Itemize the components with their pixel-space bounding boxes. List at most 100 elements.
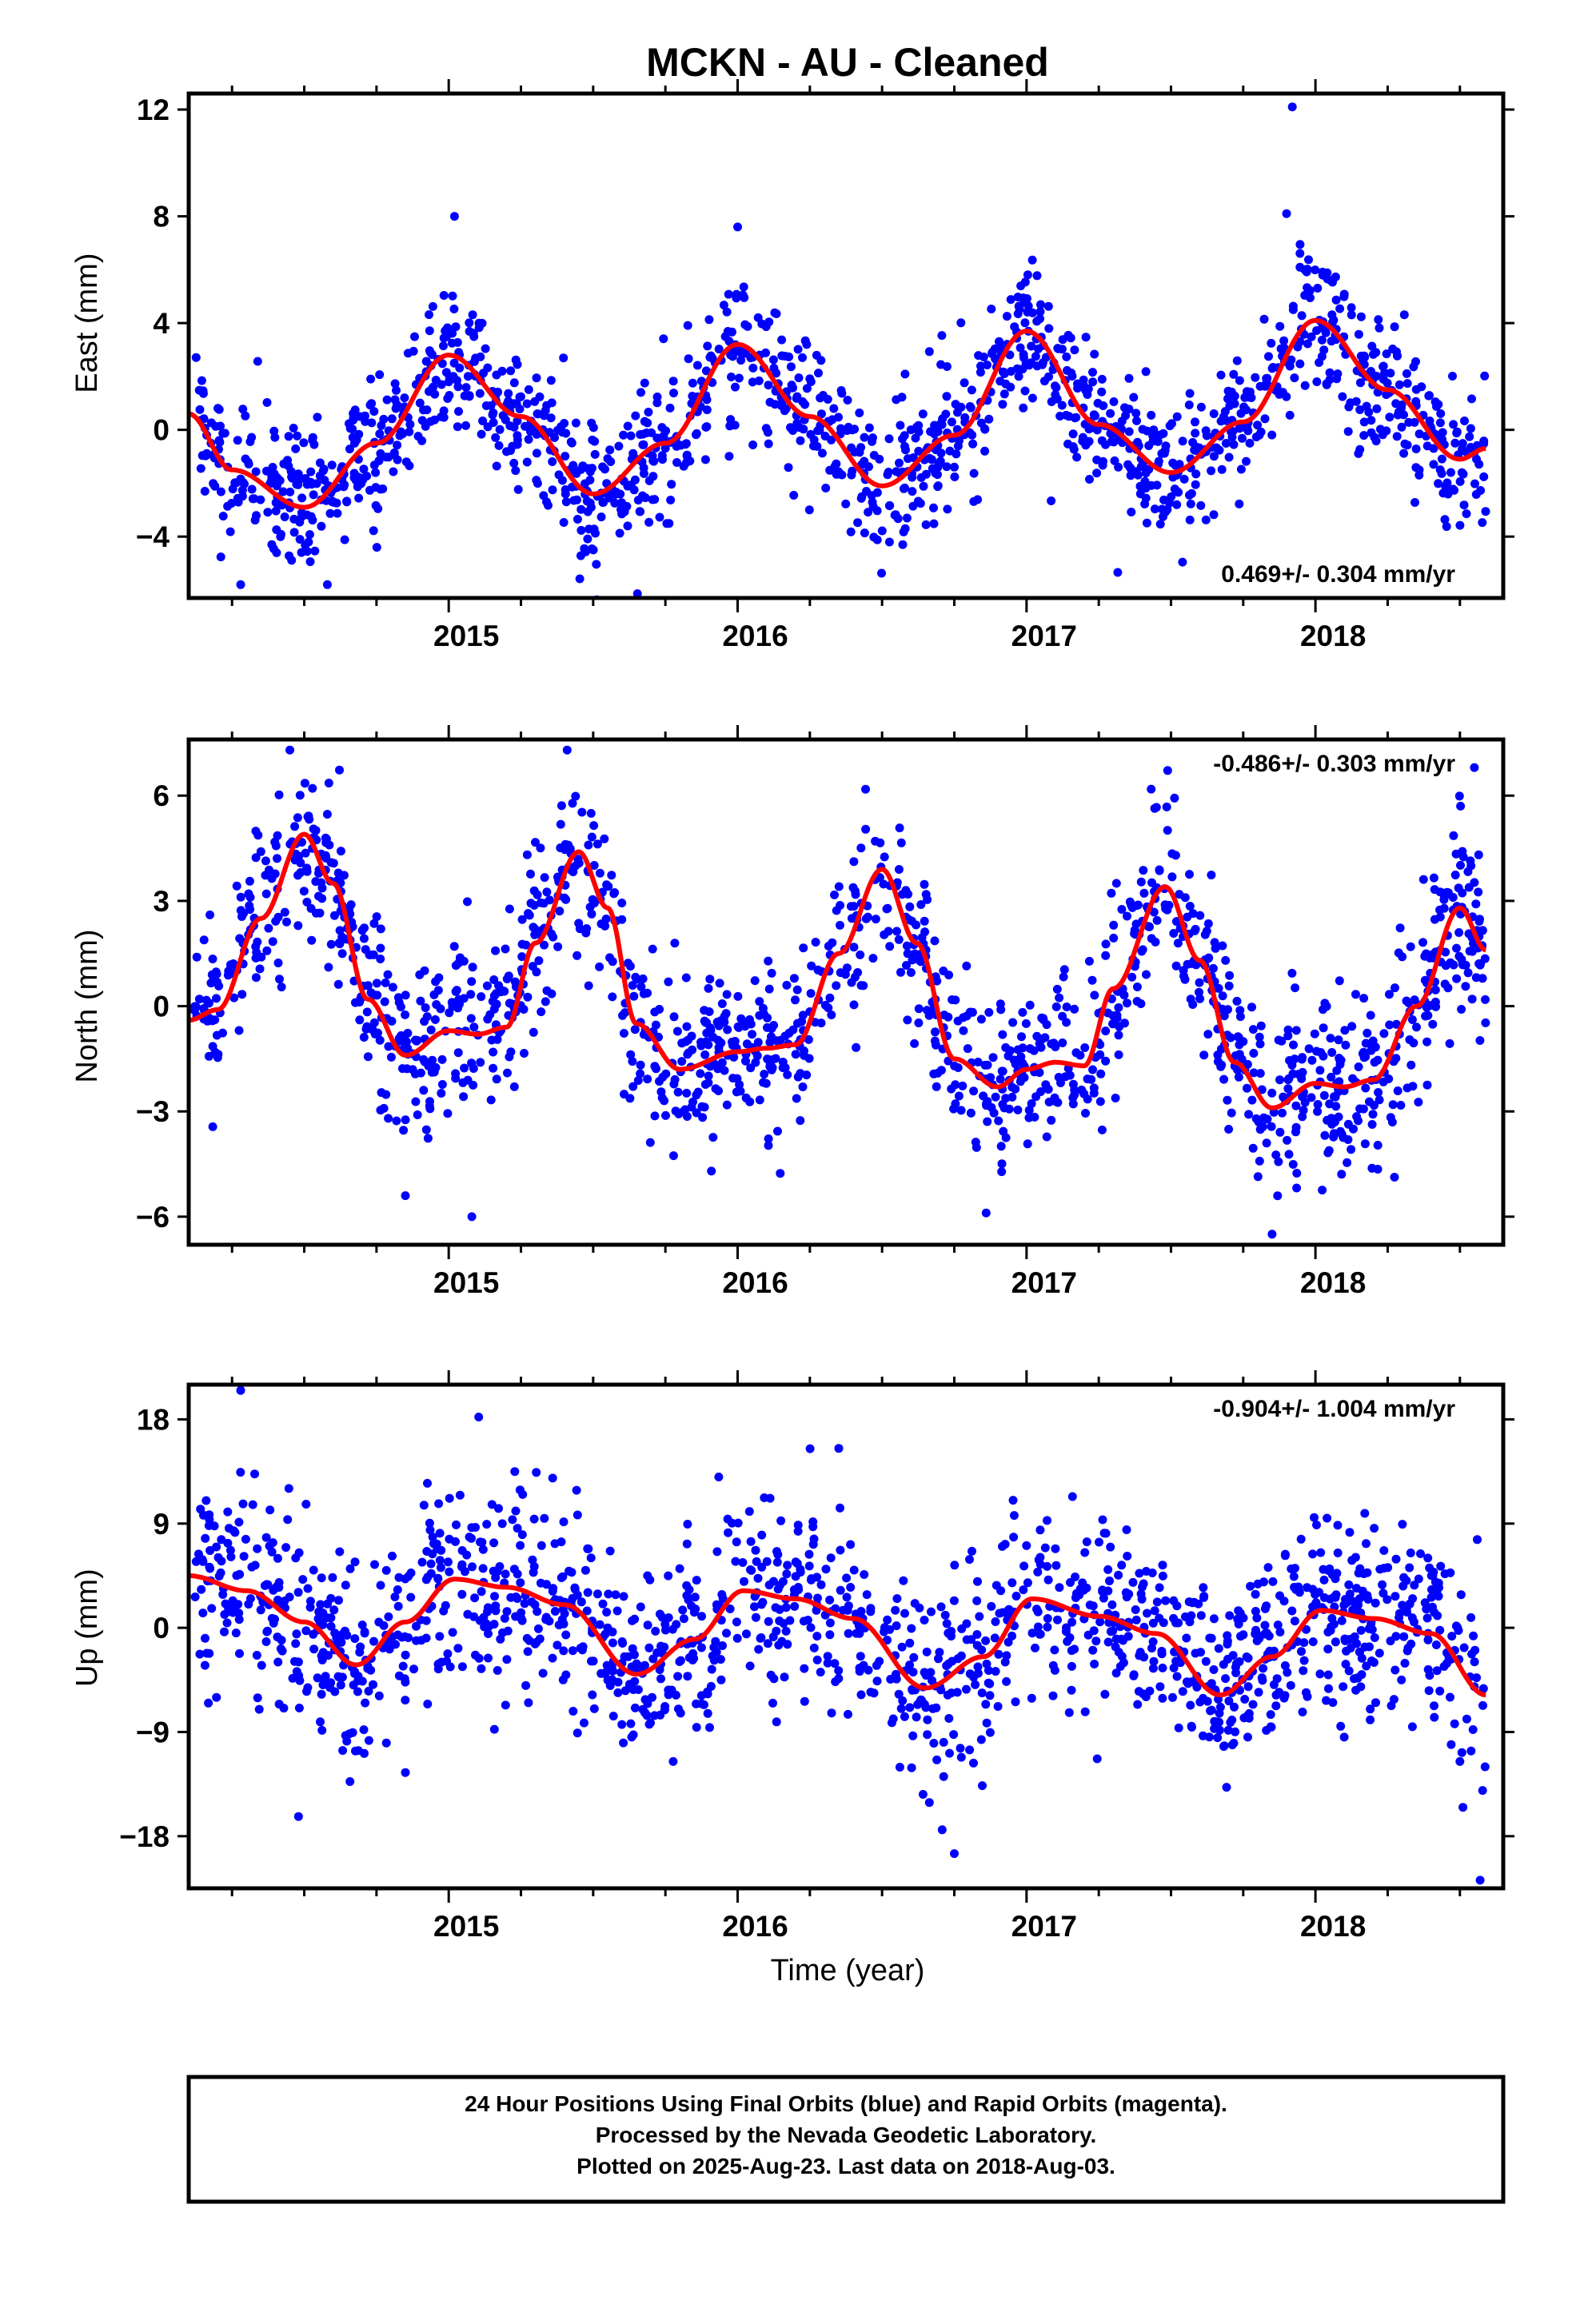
east-point xyxy=(289,528,299,537)
north-point xyxy=(1155,866,1164,875)
up-point xyxy=(722,1628,731,1638)
east-point xyxy=(841,499,851,508)
east-point xyxy=(1047,496,1056,505)
north-point xyxy=(763,1022,772,1032)
up-point xyxy=(506,1593,516,1602)
up-point xyxy=(301,1500,311,1509)
north-point xyxy=(468,963,477,972)
north-point xyxy=(1478,974,1487,983)
east-point xyxy=(427,385,437,394)
up-point xyxy=(608,1627,617,1636)
east-point xyxy=(816,409,826,419)
north-point xyxy=(991,1092,1000,1102)
up-point xyxy=(482,1520,492,1529)
north-point xyxy=(437,1080,447,1089)
up-point xyxy=(1149,1656,1159,1666)
up-point xyxy=(678,1605,688,1615)
up-point xyxy=(538,1668,548,1678)
east-point xyxy=(728,348,738,357)
north-point xyxy=(1348,1074,1358,1083)
up-point xyxy=(580,1718,589,1728)
up-point xyxy=(341,1581,350,1590)
up-point xyxy=(1223,1631,1232,1640)
east-point xyxy=(1057,401,1067,410)
north-point xyxy=(463,897,472,907)
up-point xyxy=(434,1499,444,1509)
up-point xyxy=(317,1689,326,1699)
north-point xyxy=(1442,887,1452,897)
up-point xyxy=(603,1676,612,1685)
north-point xyxy=(1407,1015,1417,1024)
up-point xyxy=(1117,1561,1127,1570)
east-point xyxy=(1382,349,1391,359)
up-point xyxy=(341,1731,350,1740)
north-point xyxy=(1163,826,1172,835)
up-point xyxy=(972,1640,982,1650)
up-point xyxy=(717,1590,727,1599)
up-point xyxy=(401,1677,410,1687)
north-point xyxy=(1123,911,1131,921)
north-point xyxy=(1430,915,1439,924)
north-point xyxy=(1232,996,1242,1006)
north-point xyxy=(963,1044,972,1054)
east-point xyxy=(1260,381,1270,391)
up-point xyxy=(443,1649,453,1659)
up-point xyxy=(747,1565,756,1575)
up-point xyxy=(445,1662,455,1672)
east-point xyxy=(1450,438,1460,448)
north-point xyxy=(903,949,912,959)
up-point xyxy=(1031,1643,1039,1652)
east-point xyxy=(995,337,1003,346)
up-point xyxy=(1315,1669,1325,1679)
east-point xyxy=(1006,295,1015,305)
north-point xyxy=(1341,1040,1351,1050)
up-point xyxy=(329,1605,339,1615)
up-y-axis-label: Up (mm) xyxy=(70,1569,104,1687)
up-point xyxy=(1470,1645,1480,1655)
east-point xyxy=(723,327,732,336)
north-point xyxy=(1023,1139,1032,1149)
up-point xyxy=(920,1616,929,1624)
east-point xyxy=(1359,417,1369,427)
east-point xyxy=(856,443,866,452)
up-point xyxy=(583,1544,592,1553)
north-point xyxy=(1024,1106,1034,1115)
up-point xyxy=(1246,1581,1255,1591)
up-point xyxy=(582,1606,592,1616)
north-point xyxy=(989,1108,999,1118)
up-point xyxy=(806,1623,816,1632)
east-point xyxy=(1039,377,1049,386)
up-point xyxy=(1469,1631,1478,1640)
up-point xyxy=(898,1696,908,1705)
up-y-tick-label: −18 xyxy=(119,1820,170,1853)
up-point xyxy=(812,1632,822,1641)
up-point xyxy=(684,1595,693,1604)
up-point xyxy=(573,1510,582,1520)
up-point xyxy=(477,1664,486,1673)
up-point xyxy=(1390,1592,1400,1601)
north-point xyxy=(1195,994,1205,1003)
north-point xyxy=(1335,976,1344,986)
north-point xyxy=(1221,955,1231,965)
up-point xyxy=(1048,1691,1058,1700)
up-point xyxy=(204,1521,213,1530)
up-point xyxy=(697,1612,706,1621)
north-point xyxy=(212,969,221,979)
up-point xyxy=(533,1607,542,1616)
east-point xyxy=(391,404,401,413)
north-point xyxy=(384,1114,393,1123)
up-point xyxy=(502,1607,512,1616)
up-point xyxy=(1400,1659,1410,1668)
up-point xyxy=(751,1612,760,1622)
north-point xyxy=(486,1095,496,1105)
up-point xyxy=(461,1567,469,1577)
north-point xyxy=(852,1042,861,1052)
up-point xyxy=(800,1696,809,1706)
north-point xyxy=(620,1090,628,1099)
north-point xyxy=(421,1125,431,1134)
east-point xyxy=(1382,426,1391,436)
east-point xyxy=(630,475,640,484)
up-point xyxy=(712,1547,722,1557)
north-point xyxy=(383,970,393,979)
up-point xyxy=(732,1617,741,1627)
